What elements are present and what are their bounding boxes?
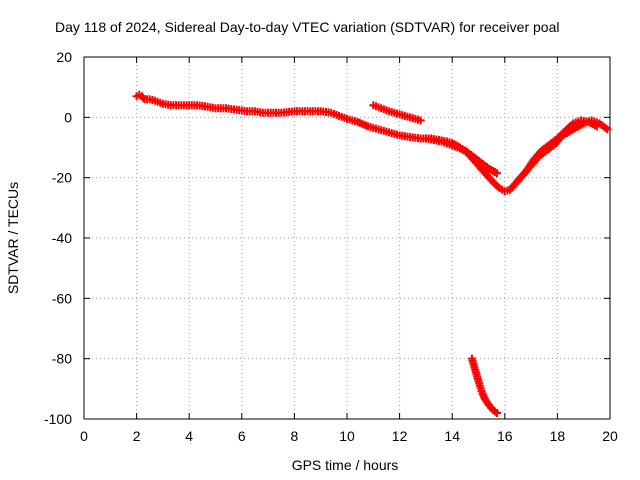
- data-point-marker: [592, 122, 601, 131]
- y-tick-label: -20: [52, 170, 72, 186]
- x-tick-label: 10: [339, 428, 355, 444]
- x-tick-label: 4: [185, 428, 193, 444]
- x-tick-label: 0: [80, 428, 88, 444]
- x-tick-label: 14: [444, 428, 460, 444]
- x-tick-label: 8: [291, 428, 299, 444]
- axis-ticks: 0 2 4 6 8 10 12 14 16 18 20 20 0 -20 -40 -60 -80 -100: [44, 49, 618, 444]
- data-points: [132, 90, 612, 417]
- x-tick-label: 2: [133, 428, 141, 444]
- y-axis-label: SDTVAR / TECUs: [5, 182, 21, 294]
- x-tick-label: 18: [550, 428, 566, 444]
- y-tick-label: -100: [44, 411, 72, 427]
- y-tick-label: -40: [52, 230, 72, 246]
- data-series-0: [132, 90, 612, 196]
- data-series-1: [369, 101, 425, 125]
- data-point-marker: [492, 169, 501, 178]
- y-tick-label: -80: [52, 351, 72, 367]
- data-series-3: [467, 354, 501, 417]
- x-tick-label: 20: [602, 428, 618, 444]
- x-tick-label: 16: [497, 428, 513, 444]
- x-axis-label: GPS time / hours: [292, 457, 399, 473]
- chart-title: Day 118 of 2024, Sidereal Day-to-day VTE…: [55, 19, 559, 35]
- x-tick-label: 6: [238, 428, 246, 444]
- grid-lines: [84, 57, 610, 419]
- y-tick-label: 20: [56, 49, 72, 65]
- data-point-marker: [492, 408, 501, 417]
- data-point-marker: [416, 116, 425, 125]
- y-tick-label: -60: [52, 290, 72, 306]
- data-point-marker: [603, 125, 612, 134]
- x-tick-label: 12: [392, 428, 408, 444]
- data-point-marker: [139, 93, 148, 102]
- data-series-4: [513, 116, 601, 185]
- y-tick-label: 0: [64, 109, 72, 125]
- data-series-2: [421, 134, 501, 178]
